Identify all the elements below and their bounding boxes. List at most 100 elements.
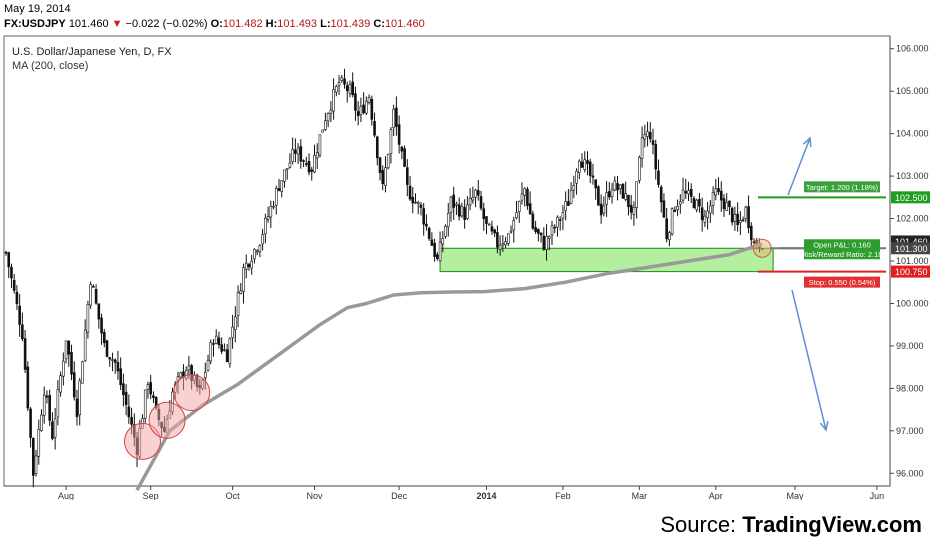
candle-body [558, 219, 562, 221]
candle-body [116, 362, 120, 372]
candle-body [274, 188, 278, 206]
candle-body [575, 170, 578, 184]
y-tick-label: 103.000 [896, 171, 929, 181]
down-arrow-icon: ▼ [111, 18, 123, 30]
candle-body [18, 305, 21, 325]
y-tick-label: 99.000 [896, 341, 924, 351]
candle-body [384, 167, 387, 186]
stop-price-badge-bg [891, 265, 930, 278]
candle-body [351, 81, 355, 96]
candle-body [329, 109, 333, 114]
annotations: Target: 1.200 (1.18%) Open P&L: 0.160Risk… [124, 136, 886, 460]
candle-body [474, 189, 477, 198]
candle-body [70, 351, 73, 375]
candle-body [313, 155, 316, 173]
candle-body [7, 252, 11, 268]
candle-body [269, 206, 273, 218]
candle-body [441, 238, 445, 245]
candle-body [744, 206, 748, 220]
candle-body [214, 335, 218, 344]
candle-body [411, 197, 415, 204]
candle-body [261, 234, 264, 245]
candle-body [255, 250, 259, 253]
candle-body [419, 204, 423, 208]
candle-body [179, 372, 183, 378]
candle-body [608, 191, 611, 198]
close-value: 101.460 [384, 18, 425, 30]
candle-body [422, 208, 425, 225]
candle-body [466, 204, 469, 219]
high-value: 101.493 [277, 18, 318, 30]
last-price: 101.460 [68, 18, 109, 30]
candle-body [550, 225, 554, 236]
candle-body [356, 111, 360, 117]
candle-body [648, 131, 652, 140]
ma-200-line [135, 242, 763, 492]
x-tick-label: Sep [143, 491, 159, 500]
close-label: C: [373, 18, 385, 30]
candle-body [206, 359, 210, 371]
candle-body [34, 455, 38, 474]
candle-body [687, 190, 690, 195]
candle-body [528, 203, 532, 215]
x-tick-label: Aug [58, 491, 74, 500]
candle-body [654, 144, 658, 170]
candle-body [438, 241, 442, 262]
candle-body [597, 186, 600, 206]
candle-body [332, 89, 335, 112]
candle-body [343, 78, 346, 85]
x-tick-label: Apr [709, 491, 723, 500]
candle-body [340, 77, 344, 81]
candle-body [539, 232, 543, 236]
candle-body [143, 389, 147, 419]
candle-body [684, 191, 688, 194]
candle-body [26, 366, 30, 409]
x-tick-label: May [786, 491, 804, 500]
y-tick-label: 106.000 [896, 44, 929, 54]
candle-body [632, 207, 636, 215]
stop-box [804, 276, 880, 288]
candle-body [547, 236, 551, 239]
candle-body [567, 201, 570, 206]
candle-body [187, 365, 191, 371]
candle-body [471, 197, 475, 201]
candle-body [659, 186, 663, 203]
candle-body [15, 291, 19, 305]
candle-body [436, 254, 439, 259]
candle-body [542, 235, 546, 250]
candle-body [662, 200, 666, 218]
candle-body [291, 149, 294, 162]
candle-body [152, 395, 155, 398]
target-box [804, 181, 880, 193]
candle-body [130, 417, 133, 425]
candle-body [239, 290, 243, 294]
candle-body [244, 262, 248, 270]
candle-body [414, 201, 417, 204]
candle-body [507, 233, 510, 244]
price-chart[interactable]: U.S. Dollar/Japanese Yen, D, FX MA (200,… [0, 0, 932, 500]
candle-body [102, 332, 106, 343]
touch-circle [124, 422, 161, 460]
candle-body [695, 199, 698, 211]
candle-body [242, 267, 245, 292]
y-tick-label: 101.000 [896, 256, 929, 266]
candle-body [285, 168, 289, 170]
x-tick-label: 2014 [476, 491, 496, 500]
candle-body [577, 160, 581, 173]
candle-body [610, 189, 614, 197]
candle-body [556, 216, 559, 228]
candle-body [583, 159, 587, 171]
candle-body [624, 193, 628, 200]
down-arrow-head [819, 421, 829, 432]
candle-body [397, 124, 401, 145]
open-value: 101.482 [222, 18, 263, 30]
candle-body [67, 340, 71, 355]
low-value: 101.439 [330, 18, 371, 30]
candle-body [430, 239, 434, 246]
y-tick-label: 104.000 [896, 129, 929, 139]
candle-body [736, 213, 739, 226]
candle-body [362, 104, 365, 114]
candle-body [509, 230, 513, 233]
candle-body [304, 163, 308, 165]
symbol-label[interactable]: FX:USDJPY [4, 18, 66, 30]
